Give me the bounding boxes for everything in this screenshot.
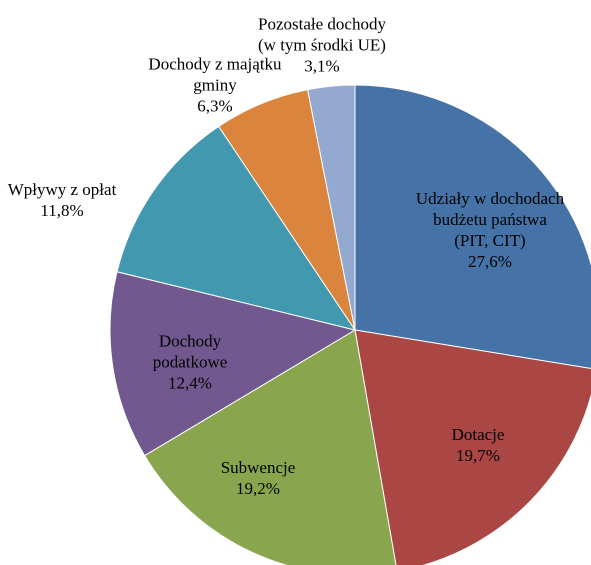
slice-label: Udziały w dochodach budżetu państwa (PIT…: [415, 188, 565, 272]
pie-slice: [143, 329, 397, 565]
slice-label: Pozostałe dochody (w tym środki UE) 3,1%: [252, 14, 392, 77]
value-label: 12,4%: [168, 373, 212, 393]
pie-slice: [307, 84, 356, 331]
category-label: Pozostałe dochody (w tym środki UE): [258, 14, 386, 55]
pie-slice: [109, 271, 357, 457]
category-label: Udziały w dochodach budżetu państwa (PIT…: [415, 189, 565, 250]
pie-slice: [354, 329, 591, 565]
category-label: Dochody podatkowe: [152, 331, 228, 372]
value-label: 3,1%: [304, 56, 340, 76]
value-label: 19,7%: [456, 446, 500, 465]
slice-label: Dochody z majątku gminy 6,3%: [145, 54, 285, 117]
value-label: 27,6%: [468, 252, 512, 271]
category-label: Subwencje: [220, 458, 296, 477]
category-label: Dotacje: [451, 425, 505, 444]
slice-label: Dotacje 19,7%: [418, 424, 538, 466]
value-label: 19,2%: [236, 479, 280, 498]
slice-label: Subwencje 19,2%: [198, 457, 318, 499]
pie-slice: [354, 84, 591, 369]
slice-label: Wpływy z opłat 11,8%: [0, 179, 127, 221]
category-label: Dochody z majątku gminy: [148, 54, 282, 95]
value-label: 11,8%: [40, 201, 84, 220]
category-label: Wpływy z opłat: [7, 180, 117, 199]
value-label: 6,3%: [197, 96, 233, 116]
pie-slice: [116, 125, 357, 331]
slice-label: Dochody podatkowe 12,4%: [130, 331, 250, 394]
